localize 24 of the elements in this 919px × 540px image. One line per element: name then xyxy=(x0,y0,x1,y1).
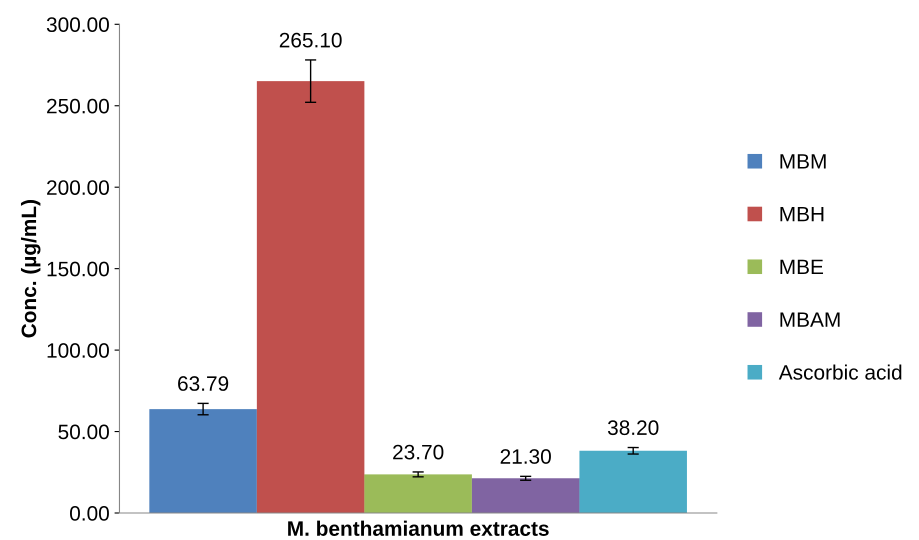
legend-label: Ascorbic acid xyxy=(778,364,902,380)
legend-label: MBE xyxy=(780,260,824,274)
x-axis-title: M. benthamianum extracts xyxy=(288,520,549,536)
y-tick-label: 100.00 xyxy=(48,343,109,358)
data-label: 38.20 xyxy=(608,420,658,436)
y-tick-label: 150.00 xyxy=(48,262,109,276)
bar xyxy=(256,81,364,513)
y-tick-label: 300.00 xyxy=(46,17,109,32)
y-axis-title: Conc. (µg/mL) xyxy=(20,200,40,338)
bar xyxy=(149,409,257,513)
bar xyxy=(472,478,580,513)
y-tick-label: 250.00 xyxy=(47,98,109,114)
data-label: 21.30 xyxy=(500,449,551,464)
legend-label: MBAM xyxy=(780,312,840,327)
bar xyxy=(364,474,472,513)
legend-label: MBH xyxy=(780,206,824,222)
data-label: 23.70 xyxy=(393,444,444,460)
data-label: 63.79 xyxy=(178,376,228,391)
bar xyxy=(579,450,687,513)
y-tick-label: 0.00 xyxy=(70,506,109,521)
data-label: 265.10 xyxy=(280,32,342,48)
legend-label: MBM xyxy=(780,154,826,169)
y-tick-label: 50.00 xyxy=(58,424,109,440)
y-tick-label: 200.00 xyxy=(47,180,109,195)
